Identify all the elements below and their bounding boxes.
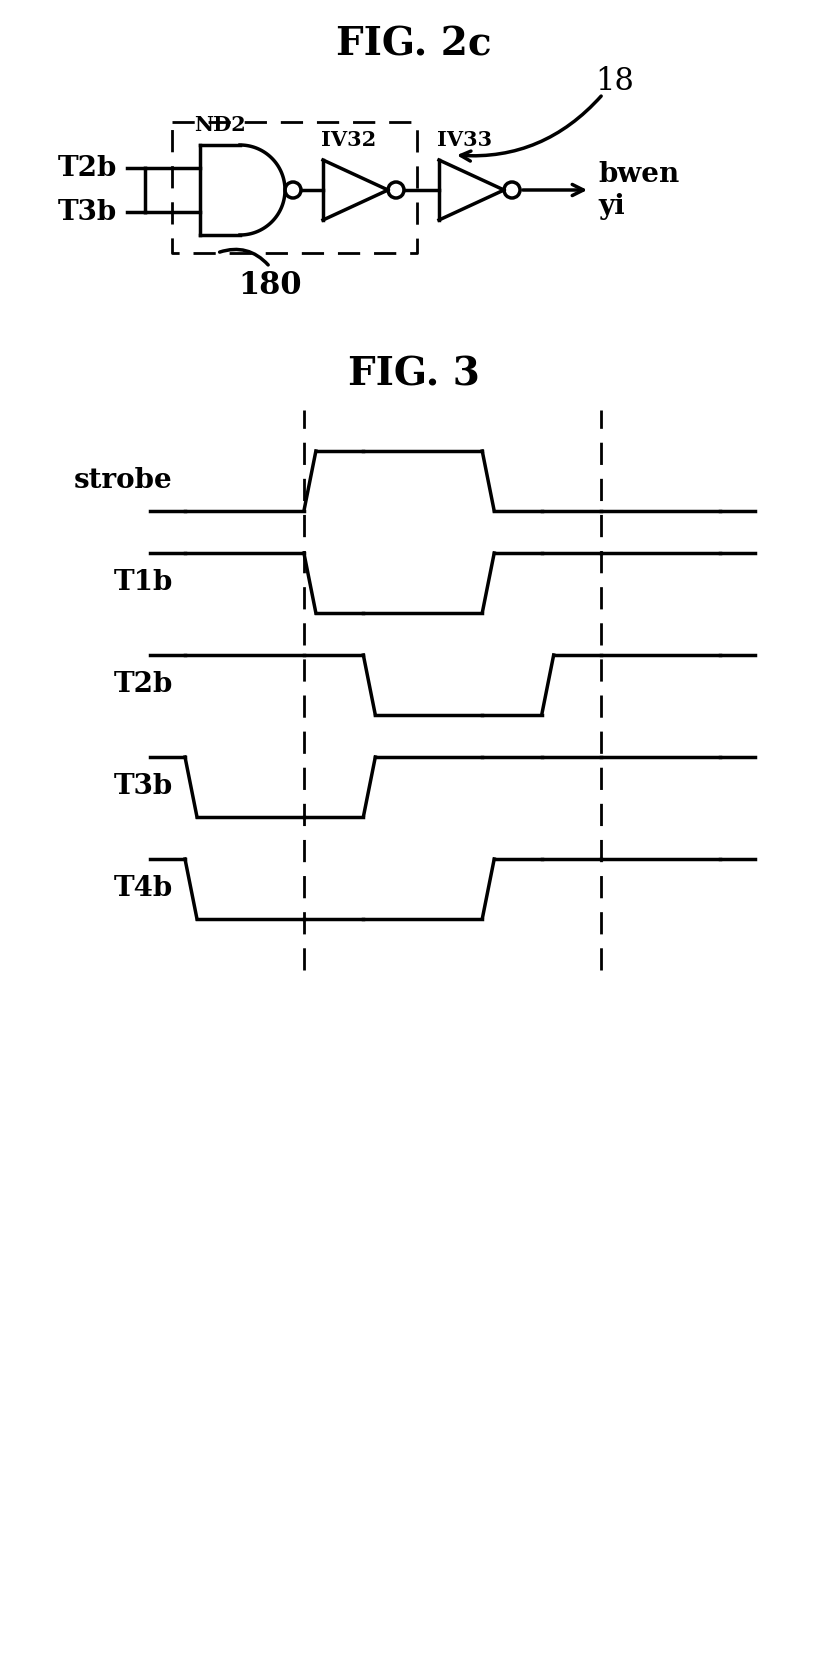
Text: T2b: T2b [58, 154, 117, 181]
Text: T3b: T3b [113, 774, 173, 800]
Text: ND2: ND2 [194, 115, 246, 134]
Text: T4b: T4b [113, 875, 173, 903]
Text: T1b: T1b [113, 569, 173, 596]
Text: T2b: T2b [113, 672, 173, 699]
Text: FIG. 3: FIG. 3 [347, 355, 480, 393]
Text: FIG. 2c: FIG. 2c [336, 27, 491, 65]
Text: IV33: IV33 [437, 129, 492, 149]
Text: 180: 180 [238, 269, 301, 300]
Text: strobe: strobe [74, 468, 173, 495]
Text: bwen: bwen [597, 161, 678, 188]
Text: IV32: IV32 [321, 129, 376, 149]
Text: 18: 18 [595, 66, 633, 98]
Text: T3b: T3b [58, 199, 117, 226]
Text: yi: yi [597, 193, 624, 219]
